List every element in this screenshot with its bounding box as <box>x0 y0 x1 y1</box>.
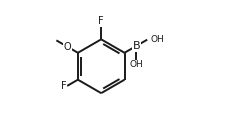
Text: O: O <box>63 42 71 52</box>
Text: OH: OH <box>150 35 164 44</box>
Text: OH: OH <box>129 60 143 69</box>
Text: F: F <box>98 16 104 26</box>
Text: F: F <box>60 81 66 91</box>
Text: B: B <box>132 41 140 51</box>
